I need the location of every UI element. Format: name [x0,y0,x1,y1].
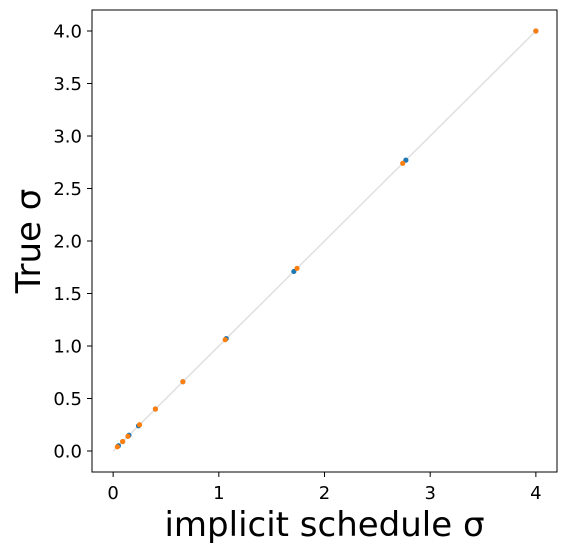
data-points-layer [114,28,539,450]
series-2-point-8 [294,265,300,271]
series-2-point-2 [120,438,126,445]
y-tick-label: 0.0 [53,442,82,463]
y-tick-label: 1.5 [53,284,82,305]
series-2-point-3 [125,433,131,439]
y-axis-label: True σ [9,189,49,295]
series-1-point-9 [403,157,409,163]
x-tick-label: 4 [530,483,541,504]
y-tick-label: 2.5 [53,179,82,200]
x-tick-label: 0 [107,483,118,504]
x-axis-label: implicit schedule σ [164,505,484,545]
series-1-point-8 [291,268,297,275]
reference-diagonal-line [112,30,537,452]
series-2-point-1 [114,444,120,450]
series-2-point-9 [400,160,406,166]
y-tick-label: 3.5 [53,74,82,95]
series-2-point-10 [533,28,539,34]
y-tick-label: 4.0 [53,22,82,43]
x-tick-label: 2 [319,483,330,504]
reference-line-layer [112,30,537,452]
x-tick-label: 1 [213,483,224,504]
series-2-point-5 [152,406,159,412]
y-tick-label: 3.0 [53,127,82,148]
x-axis: 0 1 2 3 4 [107,472,542,504]
series-2-point-7 [222,337,228,343]
y-axis: 0.0 0.5 1.0 1.5 2.0 2.5 3.0 3.5 4.0 [53,22,92,463]
y-tick-label: 2.0 [53,232,82,253]
y-tick-label: 1.0 [53,337,82,358]
x-tick-label: 3 [424,483,435,504]
y-tick-label: 0.5 [53,389,82,410]
series-2-point-6 [180,379,186,385]
series-2-point-4 [136,422,143,428]
